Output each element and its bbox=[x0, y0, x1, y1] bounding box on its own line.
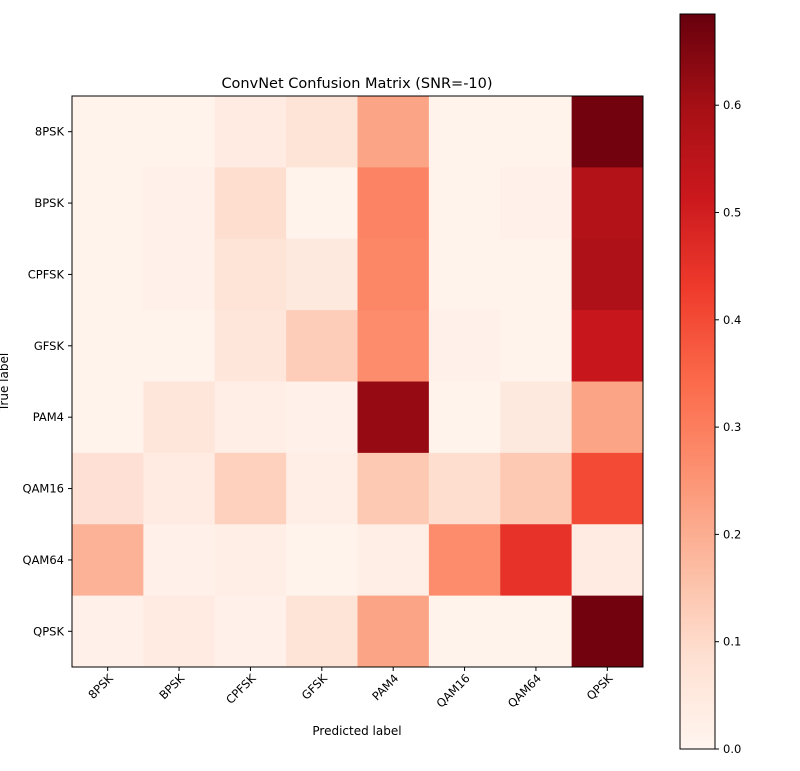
heatmap-cell bbox=[500, 96, 573, 168]
heatmap-cell bbox=[214, 524, 287, 597]
heatmap-cell bbox=[143, 96, 216, 168]
heatmap-cell bbox=[286, 595, 358, 668]
heatmap-cell bbox=[428, 96, 501, 168]
heatmap-cell bbox=[571, 452, 644, 525]
colorbar-tick-label: 0.4 bbox=[723, 313, 741, 327]
heatmap-cell bbox=[214, 595, 287, 668]
heatmap-cell bbox=[428, 452, 501, 525]
heatmap-cells bbox=[72, 96, 644, 668]
colorbar-ticks: 0.0 0.1 0.2 0.3 0.4 0.5 0.6 bbox=[715, 98, 741, 756]
heatmap-cell bbox=[143, 452, 216, 525]
heatmap-cell bbox=[357, 167, 430, 240]
heatmap-cell bbox=[500, 595, 573, 668]
y-axis-ticks: 8PSK BPSK CPFSK GFSK PAM4 QAM16 QAM64 QPSK bbox=[23, 125, 72, 638]
heatmap-cell bbox=[428, 167, 501, 240]
heatmap-cell bbox=[428, 238, 501, 311]
heatmap-cell bbox=[500, 524, 573, 597]
heatmap-cell bbox=[571, 167, 644, 240]
x-tick-label: QPSK bbox=[584, 671, 616, 703]
heatmap-cell bbox=[286, 381, 358, 454]
colorbar-tick-label: 0.0 bbox=[723, 742, 741, 756]
heatmap-cell bbox=[286, 310, 358, 382]
heatmap-cell bbox=[571, 595, 644, 668]
y-tick-label: QPSK bbox=[33, 624, 64, 638]
heatmap-cell bbox=[357, 96, 430, 168]
y-tick-label: BPSK bbox=[34, 196, 64, 210]
heatmap-cell bbox=[143, 524, 216, 597]
heatmap-cell bbox=[428, 595, 501, 668]
heatmap-cell bbox=[143, 167, 216, 240]
heatmap-cell bbox=[214, 238, 287, 311]
heatmap-cell bbox=[500, 167, 573, 240]
heatmap-cell bbox=[214, 452, 287, 525]
chart-title: ConvNet Confusion Matrix (SNR=-10) bbox=[221, 76, 492, 92]
colorbar-tick-label: 0.1 bbox=[723, 635, 741, 649]
x-tick-label: 8PSK bbox=[85, 671, 116, 702]
heatmap-cell bbox=[357, 595, 430, 668]
heatmap-cell bbox=[286, 524, 358, 597]
heatmap-cell bbox=[428, 381, 501, 454]
plot-frame bbox=[71, 95, 644, 668]
heatmap-cell bbox=[72, 452, 144, 525]
y-axis-label: True label bbox=[0, 353, 11, 412]
heatmap-cell bbox=[500, 452, 573, 525]
y-tick-label: QAM64 bbox=[23, 553, 64, 567]
heatmap-cell bbox=[357, 524, 430, 597]
heatmap-cell bbox=[500, 310, 573, 382]
heatmap-cell bbox=[143, 310, 216, 382]
x-axis-ticks: 8PSK BPSK CPFSK GFSK PAM4 QAM16 QAM64 QPSK bbox=[85, 667, 616, 710]
heatmap-cell bbox=[72, 167, 144, 240]
heatmap-cell bbox=[286, 452, 358, 525]
heatmap-cell bbox=[72, 310, 144, 382]
heatmap-cell bbox=[286, 238, 358, 311]
y-tick-label: QAM16 bbox=[23, 482, 64, 496]
heatmap-cell bbox=[571, 238, 644, 311]
heatmap-cell bbox=[72, 238, 144, 311]
x-tick-label: CPFSK bbox=[223, 671, 259, 707]
y-tick-label: 8PSK bbox=[35, 125, 65, 139]
y-tick-label: CPFSK bbox=[28, 267, 65, 281]
heatmap-cell bbox=[428, 524, 501, 597]
heatmap-cell bbox=[143, 381, 216, 454]
colorbar bbox=[679, 13, 716, 750]
x-tick-label: PAM4 bbox=[369, 671, 401, 703]
heatmap-cell bbox=[143, 595, 216, 668]
heatmap-cell bbox=[357, 310, 430, 382]
heatmap-cell bbox=[214, 167, 287, 240]
colorbar-tick-label: 0.6 bbox=[723, 98, 741, 112]
x-axis-label: Predicted label bbox=[312, 724, 401, 738]
heatmap-cell bbox=[286, 167, 358, 240]
x-tick-label: QAM64 bbox=[505, 671, 544, 710]
heatmap-cell bbox=[571, 524, 644, 597]
heatmap-cell bbox=[428, 310, 501, 382]
heatmap-cell bbox=[72, 96, 144, 168]
heatmap-cell bbox=[571, 381, 644, 454]
heatmap-cell bbox=[500, 238, 573, 311]
y-tick-label: PAM4 bbox=[33, 410, 64, 424]
heatmap-cell bbox=[72, 595, 144, 668]
heatmap-cell bbox=[72, 381, 144, 454]
y-tick-label: GFSK bbox=[34, 339, 65, 353]
colorbar-tick-label: 0.3 bbox=[723, 420, 741, 434]
heatmap-cell bbox=[571, 310, 644, 382]
x-tick-label: QAM16 bbox=[433, 671, 472, 710]
x-tick-label: BPSK bbox=[156, 671, 187, 702]
heatmap-cell bbox=[500, 381, 573, 454]
heatmap-cell bbox=[214, 96, 287, 168]
heatmap-cell bbox=[214, 381, 287, 454]
heatmap-cell bbox=[357, 452, 430, 525]
colorbar-tick-label: 0.5 bbox=[723, 206, 741, 220]
heatmap-cell bbox=[357, 238, 430, 311]
x-tick-label: GFSK bbox=[299, 671, 331, 703]
heatmap-cell bbox=[72, 524, 144, 597]
heatmap-cell bbox=[571, 96, 644, 168]
heatmap-cell bbox=[286, 96, 358, 168]
heatmap-cell bbox=[357, 381, 430, 454]
heatmap-cell bbox=[143, 238, 216, 311]
heatmap-cell bbox=[214, 310, 287, 382]
colorbar-tick-label: 0.2 bbox=[723, 527, 741, 541]
